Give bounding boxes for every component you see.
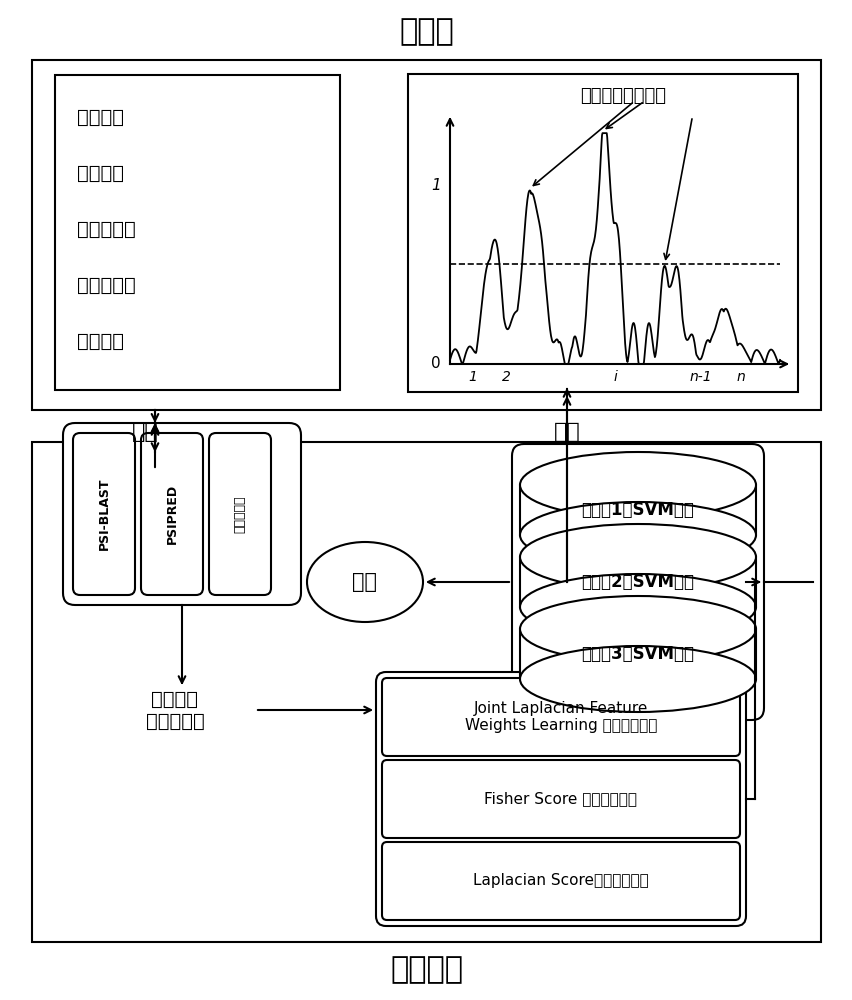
FancyBboxPatch shape — [382, 842, 740, 920]
Text: Joint Laplacian Feature
Weights Learning 特征选择算法: Joint Laplacian Feature Weights Learning… — [464, 701, 656, 733]
Text: 0: 0 — [431, 357, 440, 371]
FancyBboxPatch shape — [382, 760, 740, 838]
Text: Laplacian Score特征选择算法: Laplacian Score特征选择算法 — [473, 874, 648, 888]
Bar — [407, 74, 797, 392]
FancyBboxPatch shape — [376, 672, 746, 926]
Text: n: n — [735, 370, 744, 384]
Text: 请求: 请求 — [131, 422, 158, 442]
Text: 客户端: 客户端 — [399, 17, 453, 46]
Text: 响应: 响应 — [553, 422, 579, 442]
Ellipse shape — [520, 524, 755, 590]
Text: i: i — [613, 370, 616, 384]
Ellipse shape — [307, 542, 423, 622]
Text: 集成: 集成 — [352, 572, 377, 592]
Bar — [32, 442, 820, 942]
FancyBboxPatch shape — [382, 678, 740, 756]
FancyBboxPatch shape — [73, 433, 135, 595]
Ellipse shape — [520, 646, 755, 712]
Text: 氨基酸序列: 氨基酸序列 — [233, 495, 246, 533]
Bar — [55, 75, 340, 390]
Ellipse shape — [520, 596, 755, 662]
Text: 蛋白质名: 蛋白质名 — [77, 163, 124, 182]
Ellipse shape — [520, 574, 755, 640]
Text: 分割阈值: 分割阈值 — [77, 332, 124, 351]
Text: PSIPRED: PSIPRED — [165, 484, 178, 544]
FancyBboxPatch shape — [141, 433, 203, 595]
Text: Fisher Score 特征选择算法: Fisher Score 特征选择算法 — [484, 792, 636, 806]
Text: 子空间2的SVM模型: 子空间2的SVM模型 — [581, 573, 694, 591]
FancyBboxPatch shape — [63, 423, 301, 605]
FancyBboxPatch shape — [511, 444, 763, 720]
Text: n-1: n-1 — [688, 370, 711, 384]
Text: 输入界面: 输入界面 — [77, 107, 124, 126]
Text: 子空间3的SVM模型: 子空间3的SVM模型 — [581, 645, 694, 663]
Bar — [520, 557, 755, 607]
Ellipse shape — [520, 452, 755, 518]
Bar — [32, 60, 820, 410]
Text: 1: 1 — [431, 178, 440, 193]
Text: 蛋白质序列: 蛋白质序列 — [77, 220, 135, 238]
Text: 2: 2 — [501, 370, 510, 384]
Text: 特征抽取
与串行组合: 特征抽取 与串行组合 — [146, 690, 204, 730]
FancyBboxPatch shape — [209, 433, 271, 595]
Text: 子空间1的SVM模型: 子空间1的SVM模型 — [581, 501, 694, 519]
Text: 预测出的绑定位点: 预测出的绑定位点 — [579, 87, 665, 105]
Bar — [520, 485, 755, 535]
Text: 1: 1 — [468, 370, 477, 384]
Bar — [520, 629, 755, 679]
Text: PSI-BLAST: PSI-BLAST — [97, 478, 111, 550]
Text: 维他命种类: 维他命种类 — [77, 275, 135, 294]
Text: 服务器端: 服务器端 — [389, 956, 463, 984]
Ellipse shape — [520, 502, 755, 568]
